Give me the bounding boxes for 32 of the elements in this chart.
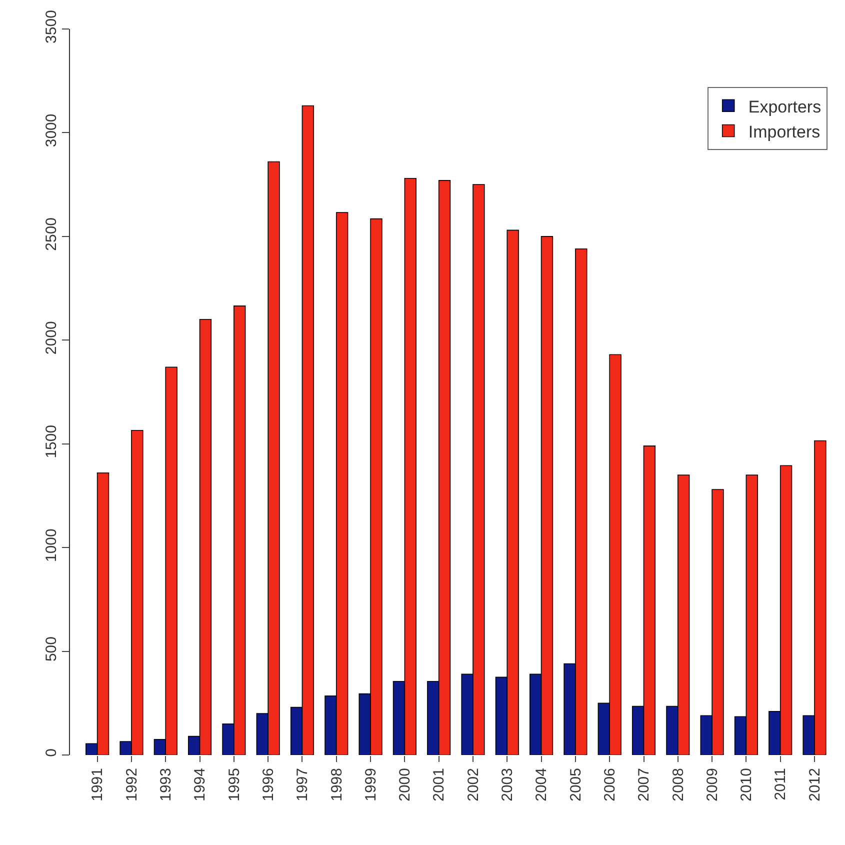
x-tick-label: 2008 — [670, 768, 687, 802]
x-tick-label: 2001 — [430, 768, 448, 802]
y-tick-label: 2500 — [43, 217, 60, 251]
x-tick-label: 1995 — [226, 768, 243, 802]
x-tick-label: 2006 — [601, 768, 618, 802]
y-tick-label: 1500 — [43, 424, 60, 458]
x-tick-label: 1999 — [362, 768, 380, 802]
x-tick-label: 1998 — [328, 768, 346, 802]
x-tick-label: 1997 — [294, 768, 312, 802]
y-tick-label: 3500 — [43, 10, 60, 44]
x-tick-label: 1994 — [192, 768, 209, 802]
x-tick-label: 2011 — [772, 768, 790, 800]
legend-label: Exporters — [748, 97, 822, 116]
y-tick-label: 3000 — [43, 114, 60, 148]
legend-label: Importers — [748, 122, 820, 142]
x-tick-label: 1996 — [260, 768, 277, 802]
x-tick-label: 1991 — [89, 768, 106, 802]
y-tick-label: 500 — [43, 636, 60, 662]
x-tick-label: 2009 — [704, 768, 721, 802]
x-tick-label: 2012 — [806, 768, 824, 802]
x-tick-label: 2005 — [567, 768, 584, 802]
x-tick-label: 1993 — [157, 768, 174, 802]
y-tick-label: 0 — [43, 748, 60, 757]
x-tick-label: 2000 — [396, 768, 414, 802]
x-tick-label: 2007 — [636, 768, 653, 802]
x-tick-label: 2003 — [499, 768, 516, 802]
y-tick-label: 1000 — [43, 528, 60, 562]
y-tick-label: 2000 — [43, 321, 60, 355]
x-tick-label: 2010 — [738, 768, 756, 802]
x-tick-label: 2002 — [464, 768, 482, 802]
x-tick-label: 1992 — [123, 768, 140, 802]
x-tick-label: 2004 — [533, 768, 550, 802]
